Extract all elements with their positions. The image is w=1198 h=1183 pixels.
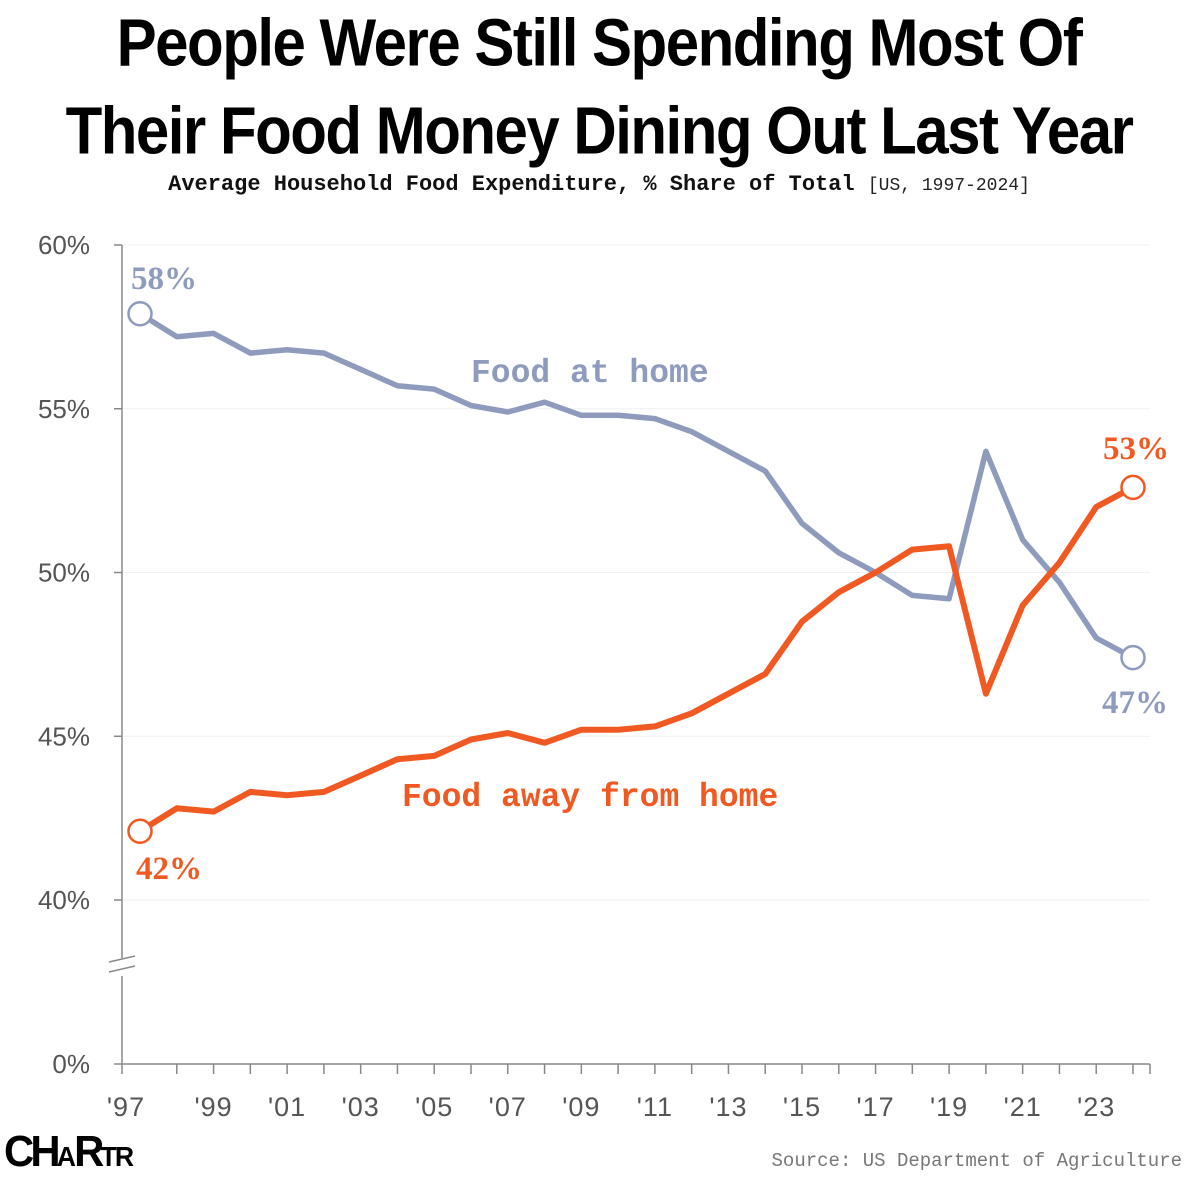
series-line-food-away-from-home: [137, 484, 1136, 835]
x-tick-label: '03: [342, 1092, 380, 1122]
end-value-label: 47%: [1102, 685, 1168, 721]
gridlines: [122, 244, 1150, 901]
x-tick-label: '97: [107, 1092, 145, 1122]
x-tick-label: '17: [856, 1092, 894, 1122]
x-tick-label: '05: [415, 1092, 453, 1122]
chartr-logo: CHARTR: [4, 1127, 134, 1176]
x-tick-label: '21: [1004, 1092, 1042, 1122]
series-end-point: [1120, 474, 1146, 501]
series-start-point: [127, 301, 153, 327]
subtitle-range: [US, 1997-2024]: [867, 176, 1030, 196]
axis-break-mark: [108, 955, 136, 963]
x-tick-label: '11: [637, 1092, 673, 1122]
y-tick-label: 0%: [52, 1049, 90, 1079]
subtitle-text: Average Household Food Expenditure, % Sh…: [168, 172, 855, 197]
x-tick-label: '01: [268, 1092, 306, 1122]
source-note: Source: US Department of Agriculture: [771, 1150, 1182, 1172]
chart-subtitle: Average Household Food Expenditure, % Sh…: [0, 172, 1198, 197]
x-tick-label: '07: [489, 1092, 527, 1122]
x-tick-label: '13: [709, 1092, 747, 1122]
chart-title-line-2: Their Food Money Dining Out Last Year: [65, 92, 1134, 168]
x-tick-label: '99: [194, 1092, 232, 1122]
labels-group: 58% 47% 42% 53% Food at home Food away from h…: [131, 261, 1169, 887]
chart-title-line-1: People Were Still Spending Most Of: [116, 4, 1083, 80]
series-start-point: [127, 818, 153, 844]
axes: 60% 55% 50% 45% 40% 0% '97 '99 '01 '03 '05 '07 '09 '1…: [38, 230, 1151, 1122]
series-line-food-at-home: [137, 311, 1136, 661]
y-tick-label: 60%: [38, 230, 90, 260]
y-tick-label: 45%: [38, 721, 90, 751]
start-value-label: 58%: [131, 261, 197, 297]
x-tick-label: '15: [783, 1092, 821, 1122]
x-tick-label: '09: [562, 1092, 600, 1122]
end-value-label: 53%: [1103, 431, 1169, 467]
x-tick-label: '19: [930, 1092, 968, 1122]
series-end-point: [1120, 644, 1146, 671]
series-name-label: Food away from home: [402, 779, 778, 816]
axis-break-mark: [108, 965, 136, 973]
y-tick-label: 40%: [38, 885, 90, 915]
y-tick-label: 50%: [38, 558, 90, 588]
x-tick-label: '23: [1077, 1092, 1115, 1122]
series-group: [127, 301, 1146, 844]
y-tick-label: 55%: [38, 394, 90, 424]
series-name-label: Food at home: [471, 355, 709, 392]
start-value-label: 42%: [136, 851, 202, 887]
